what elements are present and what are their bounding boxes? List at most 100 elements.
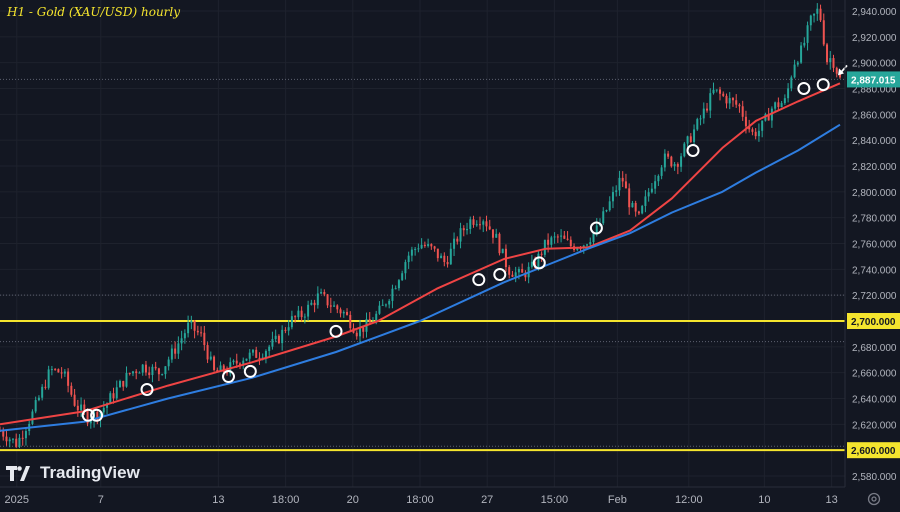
x-tick-label: 27 xyxy=(481,494,493,506)
candle-body xyxy=(715,89,718,91)
candle-body xyxy=(135,371,138,374)
touch-marker-circle xyxy=(493,268,507,282)
candle-body xyxy=(54,369,57,371)
candle-body xyxy=(313,302,316,306)
touch-marker-circle xyxy=(532,256,546,270)
candle-body xyxy=(187,322,190,334)
level-price-tag xyxy=(847,313,900,330)
touch-marker-circle xyxy=(816,78,830,92)
candle-body xyxy=(430,244,433,247)
y-tick-label: 2,820.000 xyxy=(852,162,897,173)
candle-body xyxy=(800,45,803,63)
candle-body xyxy=(608,201,611,211)
current-price-label: 2,887.015 xyxy=(851,75,896,86)
candle-body xyxy=(813,13,816,16)
settings-icon[interactable] xyxy=(866,491,882,507)
candle-body xyxy=(650,188,653,193)
candle-body xyxy=(514,272,517,277)
candle-body xyxy=(683,143,686,157)
candle-body xyxy=(748,126,751,130)
candle-body xyxy=(73,394,76,406)
candle-body xyxy=(754,131,757,137)
candle-body xyxy=(751,129,754,132)
candle-body xyxy=(164,366,167,375)
candle-body xyxy=(835,67,838,74)
candle-body xyxy=(449,248,452,265)
candle-body xyxy=(404,262,407,274)
candle-body xyxy=(60,372,63,374)
candle-body xyxy=(816,8,819,14)
x-tick-label: 13 xyxy=(825,494,837,506)
level-price-label: 2,700.000 xyxy=(851,317,896,328)
candle-body xyxy=(21,437,24,439)
candle-body xyxy=(329,305,332,307)
candle-body xyxy=(637,211,640,214)
candle-body xyxy=(634,202,637,212)
candle-body xyxy=(592,233,595,243)
candle-body xyxy=(170,348,173,360)
candle-body xyxy=(566,238,569,240)
candle-body xyxy=(696,119,699,130)
candle-body xyxy=(822,20,825,45)
candle-body xyxy=(491,229,494,238)
candle-body xyxy=(482,221,485,225)
candle-body xyxy=(336,305,339,310)
candle-body xyxy=(76,405,79,411)
candle-body xyxy=(339,309,342,314)
candle-body xyxy=(498,233,501,254)
candle-body xyxy=(602,211,605,224)
candle-body xyxy=(271,339,274,347)
y-tick-label: 2,900.000 xyxy=(852,59,897,70)
candle-body xyxy=(495,233,498,238)
candle-body xyxy=(770,108,773,121)
candle-body xyxy=(264,351,267,358)
y-tick-label: 2,760.000 xyxy=(852,240,897,251)
candle-body xyxy=(644,196,647,206)
candle-body xyxy=(569,239,572,247)
candle-body xyxy=(281,329,284,344)
candle-body xyxy=(232,360,235,363)
candle-body xyxy=(161,374,164,376)
candle-body xyxy=(787,88,790,99)
x-tick-label: 20 xyxy=(347,494,359,506)
tradingview-logo-text: TradingView xyxy=(40,463,140,482)
candle-body xyxy=(219,365,222,372)
candle-body xyxy=(670,156,673,167)
candle-body xyxy=(540,253,543,255)
candle-body xyxy=(122,380,125,387)
candle-body xyxy=(469,219,472,230)
candle-body xyxy=(310,302,313,305)
candle-body xyxy=(193,320,196,331)
candle-body xyxy=(125,372,128,387)
candle-body xyxy=(686,136,689,144)
x-tick-label: 2025 xyxy=(5,494,29,506)
touch-marker-circle xyxy=(797,81,811,95)
candle-body xyxy=(119,380,121,388)
level-price-tag xyxy=(847,442,900,459)
candle-body xyxy=(712,89,715,94)
candle-body xyxy=(738,104,741,107)
candle-body xyxy=(141,364,144,373)
candle-body xyxy=(274,335,277,340)
x-tick-label: 13 xyxy=(212,494,224,506)
candle-body xyxy=(248,352,251,359)
candle-body xyxy=(803,42,806,46)
candle-body xyxy=(11,438,14,440)
candle-body xyxy=(725,95,728,104)
candle-body xyxy=(368,319,371,323)
candle-body xyxy=(355,332,358,337)
candle-body xyxy=(436,248,439,259)
candle-body xyxy=(131,371,134,374)
candle-body xyxy=(31,411,34,424)
candle-body xyxy=(556,236,559,238)
candle-body xyxy=(109,393,112,404)
candle-body xyxy=(349,314,352,329)
candle-body xyxy=(728,98,731,104)
candle-body xyxy=(362,327,365,332)
y-tick-label: 2,580.000 xyxy=(852,472,897,483)
candle-body xyxy=(375,313,378,322)
candle-body xyxy=(511,274,514,277)
touch-marker-circle xyxy=(140,382,154,396)
candle-body xyxy=(24,431,27,439)
